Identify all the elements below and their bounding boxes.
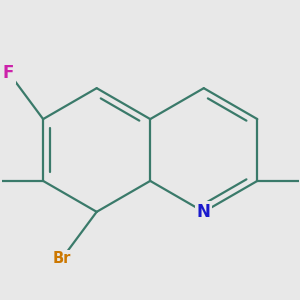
Text: N: N <box>197 203 211 221</box>
Text: F: F <box>3 64 14 82</box>
Text: Br: Br <box>53 251 71 266</box>
